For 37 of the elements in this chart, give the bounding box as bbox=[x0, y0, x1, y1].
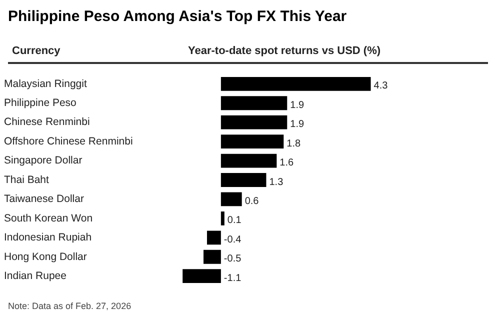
data-label: 4.3 bbox=[374, 80, 388, 92]
y-tick-label: South Korean Won bbox=[4, 212, 93, 224]
y-tick-label: Offshore Chinese Renminbi bbox=[4, 135, 133, 148]
data-label: 0.6 bbox=[244, 196, 260, 207]
data-label: 1.8 bbox=[286, 138, 301, 150]
y-tick-label: Indian Rupee bbox=[4, 270, 67, 282]
y-tick-label: Indonesian Rupiah bbox=[4, 232, 92, 244]
bar bbox=[220, 154, 277, 168]
bar bbox=[220, 211, 224, 226]
y-axis-title: Currency bbox=[12, 45, 60, 57]
bar bbox=[220, 173, 266, 187]
bar bbox=[220, 134, 284, 149]
y-tick-label: Hong Kong Dollar bbox=[4, 250, 88, 263]
bar bbox=[220, 96, 288, 110]
bar bbox=[204, 250, 221, 264]
data-label: 1.3 bbox=[269, 176, 284, 188]
data-label: -0.4 bbox=[224, 234, 242, 246]
data-label: 1.9 bbox=[290, 119, 304, 130]
y-tick-label: Taiwanese Dollar bbox=[4, 193, 84, 206]
bar bbox=[182, 269, 221, 284]
data-label: 0.1 bbox=[227, 215, 242, 226]
y-tick-label: Malaysian Ringgit bbox=[4, 78, 87, 90]
bar bbox=[206, 230, 221, 245]
data-label: 1.6 bbox=[280, 158, 294, 169]
data-label: -0.5 bbox=[224, 254, 242, 265]
data-label: 1.9 bbox=[290, 100, 304, 111]
bar bbox=[220, 76, 371, 91]
chart-title: Philippine Peso Among Asia's Top FX This Year bbox=[8, 8, 347, 25]
bar bbox=[220, 115, 288, 130]
text: Note: Data as of Feb. 27, 2026 bbox=[8, 301, 132, 312]
y-tick-label: Singapore Dollar bbox=[4, 154, 83, 167]
bar bbox=[220, 192, 242, 206]
data-label: -1.1 bbox=[224, 272, 242, 284]
y-tick-label: Thai Baht bbox=[4, 174, 50, 186]
y-tick-label: Chinese Renminbi bbox=[4, 116, 90, 128]
y-tick-label: Philippine Peso bbox=[4, 97, 77, 110]
x-axis-title: Year-to-date spot returns vs USD (%) bbox=[188, 45, 381, 57]
